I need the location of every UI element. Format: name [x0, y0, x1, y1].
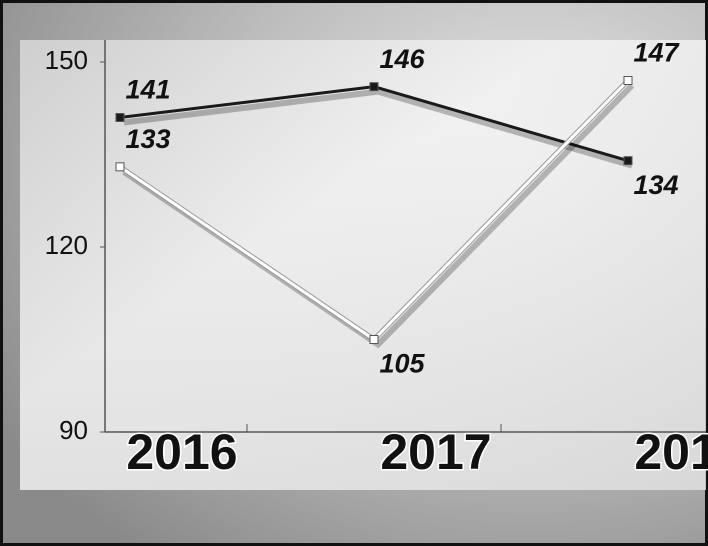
point [116, 163, 124, 171]
point [624, 77, 632, 85]
point [370, 83, 378, 91]
point [624, 157, 632, 165]
y-tick-label: 150 [45, 45, 88, 75]
value-label: 105 [379, 349, 425, 379]
chart: 90 120 150 2016 2017 2018 141 146 134 133 105 147 [0, 0, 708, 546]
value-label: 146 [379, 44, 425, 74]
y-tick-label: 90 [59, 415, 88, 445]
point [116, 114, 124, 122]
x-tick-label: 2017 [380, 424, 491, 480]
value-label: 134 [633, 170, 678, 200]
value-label: 133 [125, 124, 170, 154]
x-tick-label: 2018 [634, 424, 708, 480]
value-label: 141 [125, 75, 170, 105]
value-label: 147 [633, 38, 680, 68]
point [370, 336, 378, 344]
x-tick-label: 2016 [126, 424, 237, 480]
y-tick-label: 120 [45, 230, 88, 260]
